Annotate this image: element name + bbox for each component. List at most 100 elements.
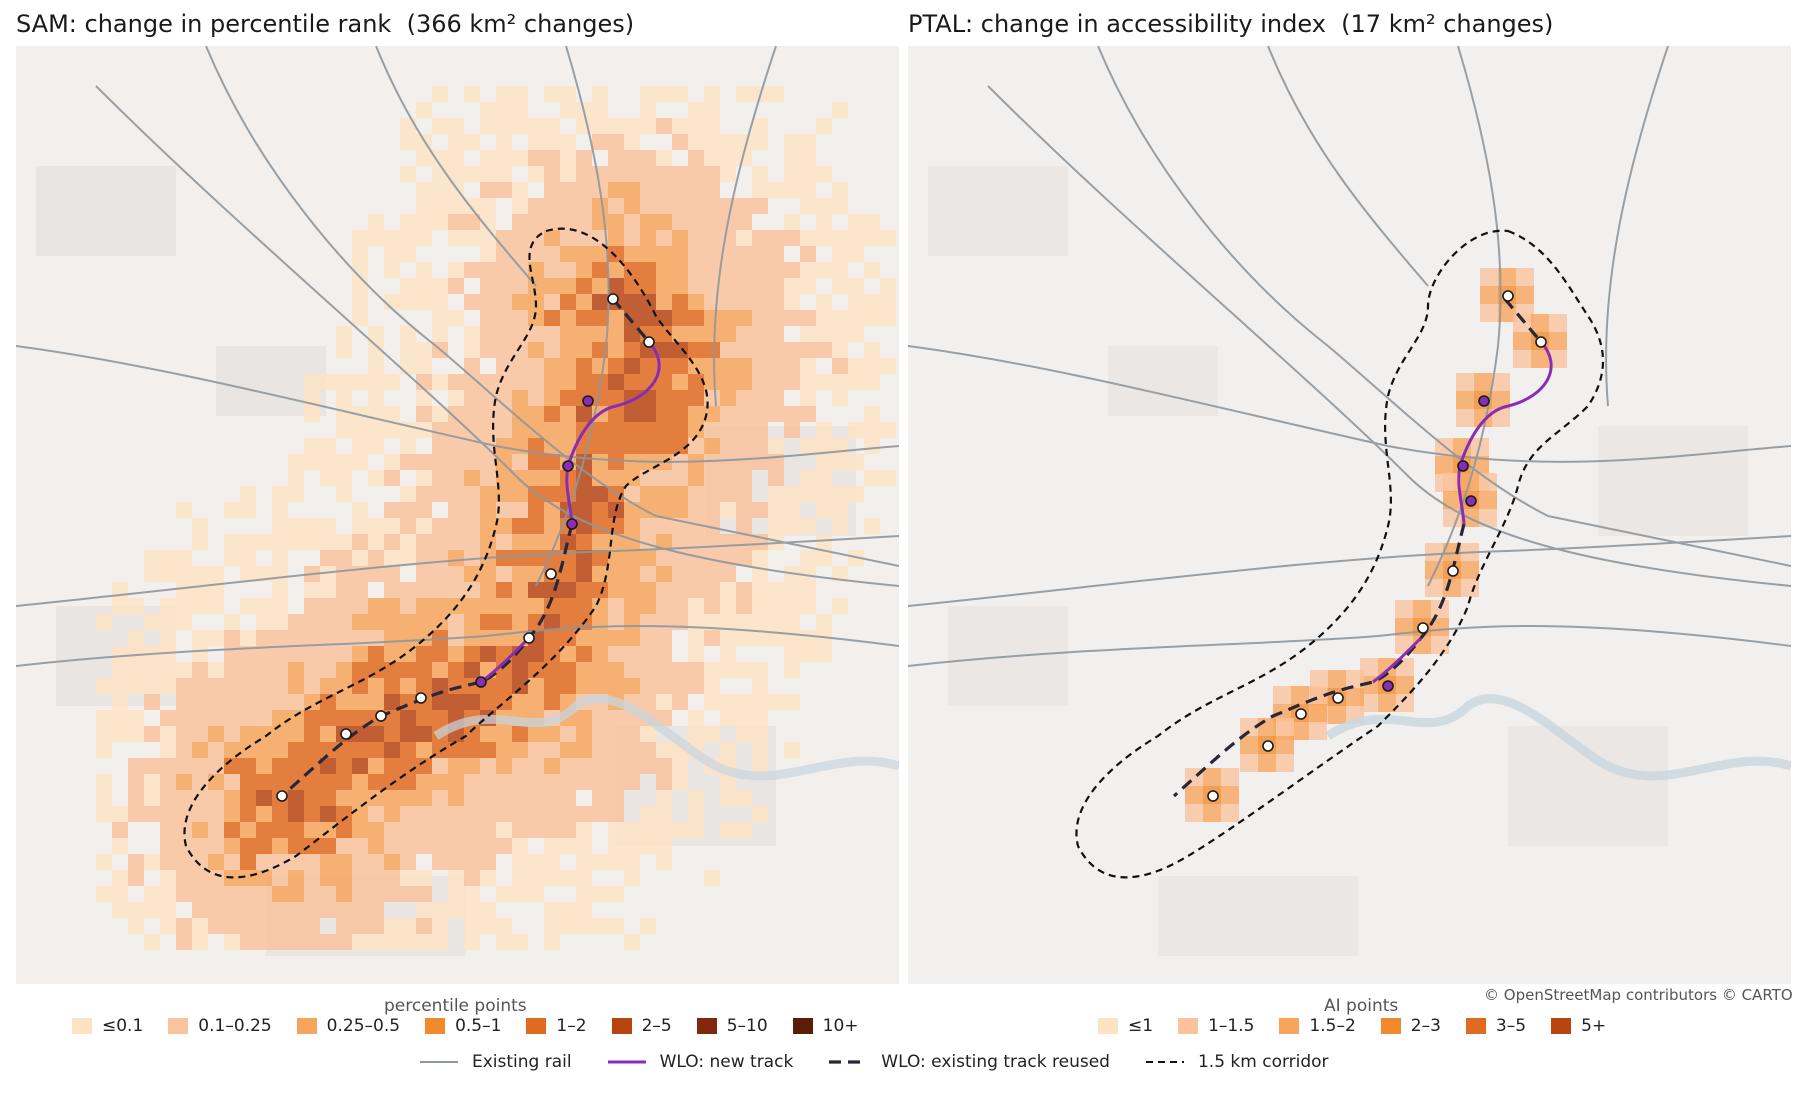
sam-grid-cell	[656, 758, 672, 774]
sam-grid-cell	[432, 374, 448, 390]
sam-grid-cell	[176, 742, 192, 758]
sam-grid-cell	[288, 806, 304, 822]
sam-grid-cell	[432, 438, 448, 454]
legend-swatch	[1465, 1018, 1486, 1034]
sam-grid-cell	[288, 870, 304, 886]
sam-grid-cell	[464, 742, 480, 758]
map-attribution[interactable]: © OpenStreetMap contributors © CARTO	[1484, 986, 1793, 1004]
sam-map-panel[interactable]	[16, 46, 899, 984]
sam-grid-cell	[272, 694, 288, 710]
sam-grid-cell	[288, 694, 304, 710]
sam-grid-cell	[752, 166, 768, 182]
sam-grid-cell	[720, 278, 736, 294]
station-marker	[375, 710, 387, 722]
sam-grid-cell	[608, 918, 624, 934]
sam-grid-cell	[464, 646, 480, 662]
sam-grid-cell	[368, 326, 384, 342]
sam-grid-cell	[640, 438, 656, 454]
sam-grid-cell	[528, 518, 544, 534]
sam-grid-cell	[592, 326, 608, 342]
sam-grid-cell	[608, 470, 624, 486]
sam-grid-cell	[736, 470, 752, 486]
sam-grid-cell	[304, 598, 320, 614]
sam-grid-cell	[480, 102, 496, 118]
sam-grid-cell	[544, 454, 560, 470]
sam-grid-cell	[736, 326, 752, 342]
sam-grid-cell	[384, 550, 400, 566]
sam-grid-cell	[416, 454, 432, 470]
sam-grid-cell	[800, 262, 816, 278]
sam-grid-cell	[96, 726, 112, 742]
sam-grid-cell	[432, 694, 448, 710]
sam-grid-cell	[368, 694, 384, 710]
sam-grid-cell	[512, 726, 528, 742]
sam-grid-cell	[432, 566, 448, 582]
sam-grid-cell	[384, 614, 400, 630]
ptal-grid-cell	[1480, 304, 1498, 322]
sam-grid-cell	[720, 422, 736, 438]
sam-grid-cell	[752, 390, 768, 406]
sam-grid-cell	[336, 566, 352, 582]
sam-grid-cell	[544, 406, 560, 422]
sam-grid-cell	[576, 742, 592, 758]
sam-grid-cell	[848, 454, 864, 470]
sam-grid-cell	[416, 758, 432, 774]
ptal-grid-cell	[1425, 561, 1443, 579]
sam-grid-cell	[624, 678, 640, 694]
sam-grid-cell	[608, 598, 624, 614]
sam-grid-cell	[144, 614, 160, 630]
sam-grid-cell	[384, 630, 400, 646]
sam-grid-cell	[640, 918, 656, 934]
sam-grid-cell	[384, 790, 400, 806]
sam-grid-cell	[416, 822, 432, 838]
sam-grid-cell	[448, 774, 464, 790]
sam-grid-cell	[544, 870, 560, 886]
sam-grid-cell	[704, 262, 720, 278]
sam-grid-cell	[848, 294, 864, 310]
sam-grid-cell	[512, 102, 528, 118]
sam-grid-cell	[768, 694, 784, 710]
sam-grid-cell	[672, 342, 688, 358]
sam-grid-cell	[720, 710, 736, 726]
sam-grid-cell	[672, 230, 688, 246]
sam-grid-cell	[256, 822, 272, 838]
sam-grid-cell	[816, 470, 832, 486]
sam-grid-cell	[528, 870, 544, 886]
legend-label: 1–1.5	[1208, 1016, 1255, 1036]
sam-grid-cell	[352, 598, 368, 614]
sam-grid-cell	[352, 854, 368, 870]
sam-grid-cell	[480, 438, 496, 454]
sam-grid-cell	[272, 614, 288, 630]
sam-grid-cell	[464, 230, 480, 246]
sam-grid-cell	[528, 790, 544, 806]
sam-grid-cell	[464, 614, 480, 630]
sam-grid-cell	[192, 582, 208, 598]
sam-grid-cell	[640, 150, 656, 166]
sam-grid-cell	[672, 134, 688, 150]
station-marker	[1332, 692, 1344, 704]
sam-grid-cell	[192, 774, 208, 790]
sam-grid-cell	[816, 326, 832, 342]
sam-grid-cell	[448, 566, 464, 582]
sam-grid-cell	[640, 214, 656, 230]
sam-grid-cell	[368, 598, 384, 614]
sam-grid-cell	[704, 566, 720, 582]
sam-grid-cell	[672, 662, 688, 678]
sam-grid-cell	[400, 790, 416, 806]
legend-new-track: WLO: new track	[607, 1052, 793, 1072]
sam-grid-cell	[400, 726, 416, 742]
sam-grid-cell	[704, 630, 720, 646]
sam-grid-cell	[656, 214, 672, 230]
ptal-map-panel[interactable]	[908, 46, 1791, 984]
sam-grid-cell	[320, 838, 336, 854]
station-marker	[340, 728, 352, 740]
sam-grid-cell	[400, 678, 416, 694]
sam-grid-cell	[640, 422, 656, 438]
sam-grid-cell	[752, 294, 768, 310]
sam-grid-cell	[240, 598, 256, 614]
sam-grid-cell	[768, 342, 784, 358]
sam-grid-cell	[800, 166, 816, 182]
sam-grid-cell	[544, 534, 560, 550]
sam-grid-cell	[96, 678, 112, 694]
sam-grid-cell	[272, 742, 288, 758]
